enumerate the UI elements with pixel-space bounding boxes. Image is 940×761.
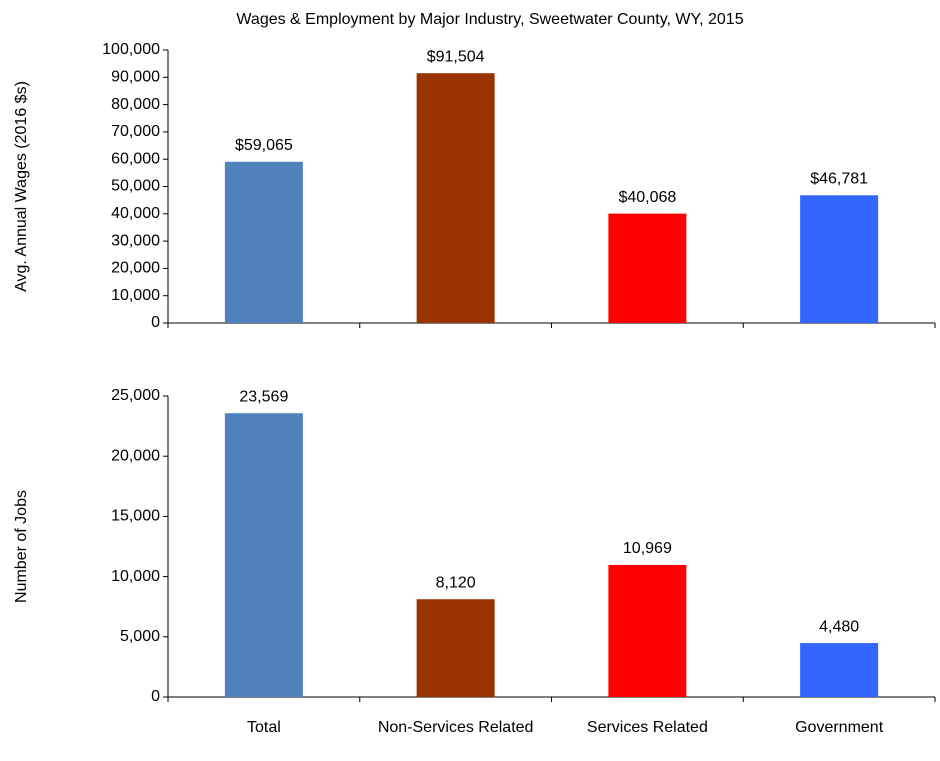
y-tick-label: 25,000 xyxy=(111,387,160,404)
value-label: $59,065 xyxy=(235,137,293,154)
value-label: $40,068 xyxy=(618,189,676,206)
y-axis-label: Avg. Annual Wages (2016 $s) xyxy=(13,81,30,292)
y-tick-label: 5,000 xyxy=(120,628,160,645)
y-tick-label: 50,000 xyxy=(111,178,160,195)
y-tick-label: 0 xyxy=(151,314,160,331)
bar xyxy=(800,643,879,697)
y-axis-label: Number of Jobs xyxy=(13,490,30,603)
bar xyxy=(608,564,687,697)
y-tick-label: 0 xyxy=(151,688,160,705)
value-label: 8,120 xyxy=(436,574,476,591)
y-tick-label: 10,000 xyxy=(111,287,160,304)
bar xyxy=(608,213,687,323)
y-tick-label: 70,000 xyxy=(111,123,160,140)
value-label: $91,504 xyxy=(427,48,485,65)
y-tick-label: 15,000 xyxy=(111,508,160,525)
y-tick-label: 30,000 xyxy=(111,232,160,249)
y-tick-label: 90,000 xyxy=(111,69,160,86)
x-tick-label: Total xyxy=(246,719,281,736)
value-label: 10,969 xyxy=(623,540,672,557)
y-tick-label: 20,000 xyxy=(111,447,160,464)
y-tick-label: 80,000 xyxy=(111,96,160,113)
x-tick-label: Services Related xyxy=(586,719,708,736)
bar xyxy=(224,413,303,697)
value-label: $46,781 xyxy=(810,171,868,188)
y-tick-label: 10,000 xyxy=(111,568,160,585)
x-tick-label: Government xyxy=(795,719,884,736)
bar xyxy=(416,73,495,323)
bar xyxy=(416,599,495,697)
y-tick-label: 100,000 xyxy=(102,41,160,58)
bar xyxy=(224,161,303,323)
chart-title: Wages & Employment by Major Industry, Sw… xyxy=(236,11,743,28)
y-tick-label: 20,000 xyxy=(111,260,160,277)
value-label: 23,569 xyxy=(239,388,288,405)
x-tick-label: Non-Services Related xyxy=(377,719,534,736)
bar xyxy=(800,195,879,323)
y-tick-label: 40,000 xyxy=(111,205,160,222)
y-tick-label: 60,000 xyxy=(111,150,160,167)
value-label: 4,480 xyxy=(819,618,859,635)
